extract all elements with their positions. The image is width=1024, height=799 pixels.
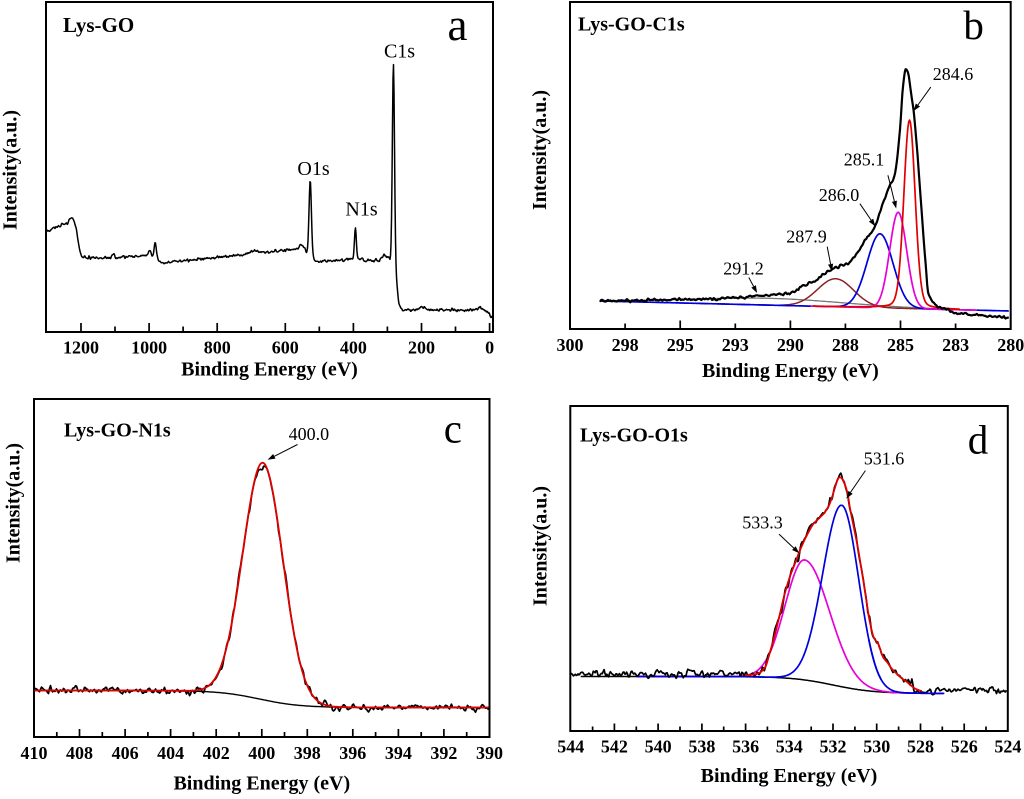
svg-text:Intensity(a.u.): Intensity(a.u.): [529, 90, 551, 210]
svg-text:394: 394: [385, 743, 412, 763]
svg-text:284.6: 284.6: [933, 64, 974, 84]
svg-text:295: 295: [667, 335, 694, 355]
svg-text:544: 544: [557, 737, 584, 757]
svg-text:400: 400: [340, 338, 367, 358]
svg-text:398: 398: [294, 743, 321, 763]
svg-text:O1s: O1s: [297, 158, 329, 180]
svg-text:286.0: 286.0: [819, 185, 860, 205]
svg-text:408: 408: [66, 743, 93, 763]
svg-text:528: 528: [907, 737, 934, 757]
svg-text:283: 283: [942, 335, 969, 355]
svg-text:533.3: 533.3: [742, 512, 783, 532]
svg-text:536: 536: [732, 737, 759, 757]
svg-text:Intensity(a.u.): Intensity(a.u.): [530, 486, 552, 606]
svg-text:530: 530: [863, 737, 890, 757]
svg-text:d: d: [968, 416, 989, 462]
svg-text:1000: 1000: [131, 338, 167, 358]
svg-text:C1s: C1s: [384, 41, 415, 63]
svg-text:531.6: 531.6: [864, 448, 905, 468]
svg-text:400: 400: [248, 743, 275, 763]
svg-text:Lys-GO-N1s: Lys-GO-N1s: [64, 420, 171, 442]
svg-text:N1s: N1s: [345, 199, 377, 221]
svg-text:Lys-GO-O1s: Lys-GO-O1s: [580, 425, 688, 447]
svg-text:280: 280: [997, 335, 1024, 355]
svg-text:Binding Energy (eV): Binding Energy (eV): [181, 359, 358, 381]
svg-text:800: 800: [204, 338, 231, 358]
svg-text:Lys-GO: Lys-GO: [63, 13, 134, 37]
svg-text:402: 402: [203, 743, 230, 763]
svg-text:Intensity(a.u.): Intensity(a.u.): [3, 443, 25, 563]
svg-text:410: 410: [21, 743, 48, 763]
svg-text:392: 392: [430, 743, 457, 763]
svg-text:532: 532: [820, 737, 847, 757]
svg-text:404: 404: [157, 743, 184, 763]
svg-text:524: 524: [994, 737, 1021, 757]
svg-text:0: 0: [485, 338, 494, 358]
svg-text:287.9: 287.9: [786, 227, 827, 247]
svg-text:b: b: [963, 2, 984, 48]
svg-text:298: 298: [612, 335, 639, 355]
svg-text:542: 542: [601, 737, 628, 757]
svg-text:200: 200: [408, 338, 435, 358]
svg-text:Intensity(a.u.): Intensity(a.u.): [0, 110, 22, 230]
svg-text:540: 540: [645, 737, 672, 757]
svg-text:600: 600: [272, 338, 299, 358]
svg-text:534: 534: [776, 737, 803, 757]
svg-text:288: 288: [832, 335, 859, 355]
svg-text:400.0: 400.0: [289, 424, 330, 444]
svg-text:c: c: [444, 406, 462, 452]
svg-text:a: a: [448, 0, 468, 50]
svg-text:406: 406: [112, 743, 139, 763]
svg-text:Binding Energy (eV): Binding Energy (eV): [702, 360, 879, 382]
svg-text:526: 526: [951, 737, 978, 757]
svg-text:285.1: 285.1: [844, 150, 885, 170]
svg-text:Binding Energy (eV): Binding Energy (eV): [173, 773, 350, 795]
svg-text:293: 293: [722, 335, 749, 355]
svg-text:Lys-GO-C1s: Lys-GO-C1s: [578, 14, 685, 36]
svg-text:390: 390: [476, 743, 503, 763]
svg-text:291.2: 291.2: [723, 259, 764, 279]
svg-text:396: 396: [339, 743, 366, 763]
svg-text:290: 290: [777, 335, 804, 355]
svg-text:300: 300: [557, 335, 584, 355]
svg-text:538: 538: [688, 737, 715, 757]
svg-text:1200: 1200: [63, 338, 99, 358]
svg-text:Binding Energy (eV): Binding Energy (eV): [701, 765, 878, 787]
svg-text:285: 285: [887, 335, 914, 355]
